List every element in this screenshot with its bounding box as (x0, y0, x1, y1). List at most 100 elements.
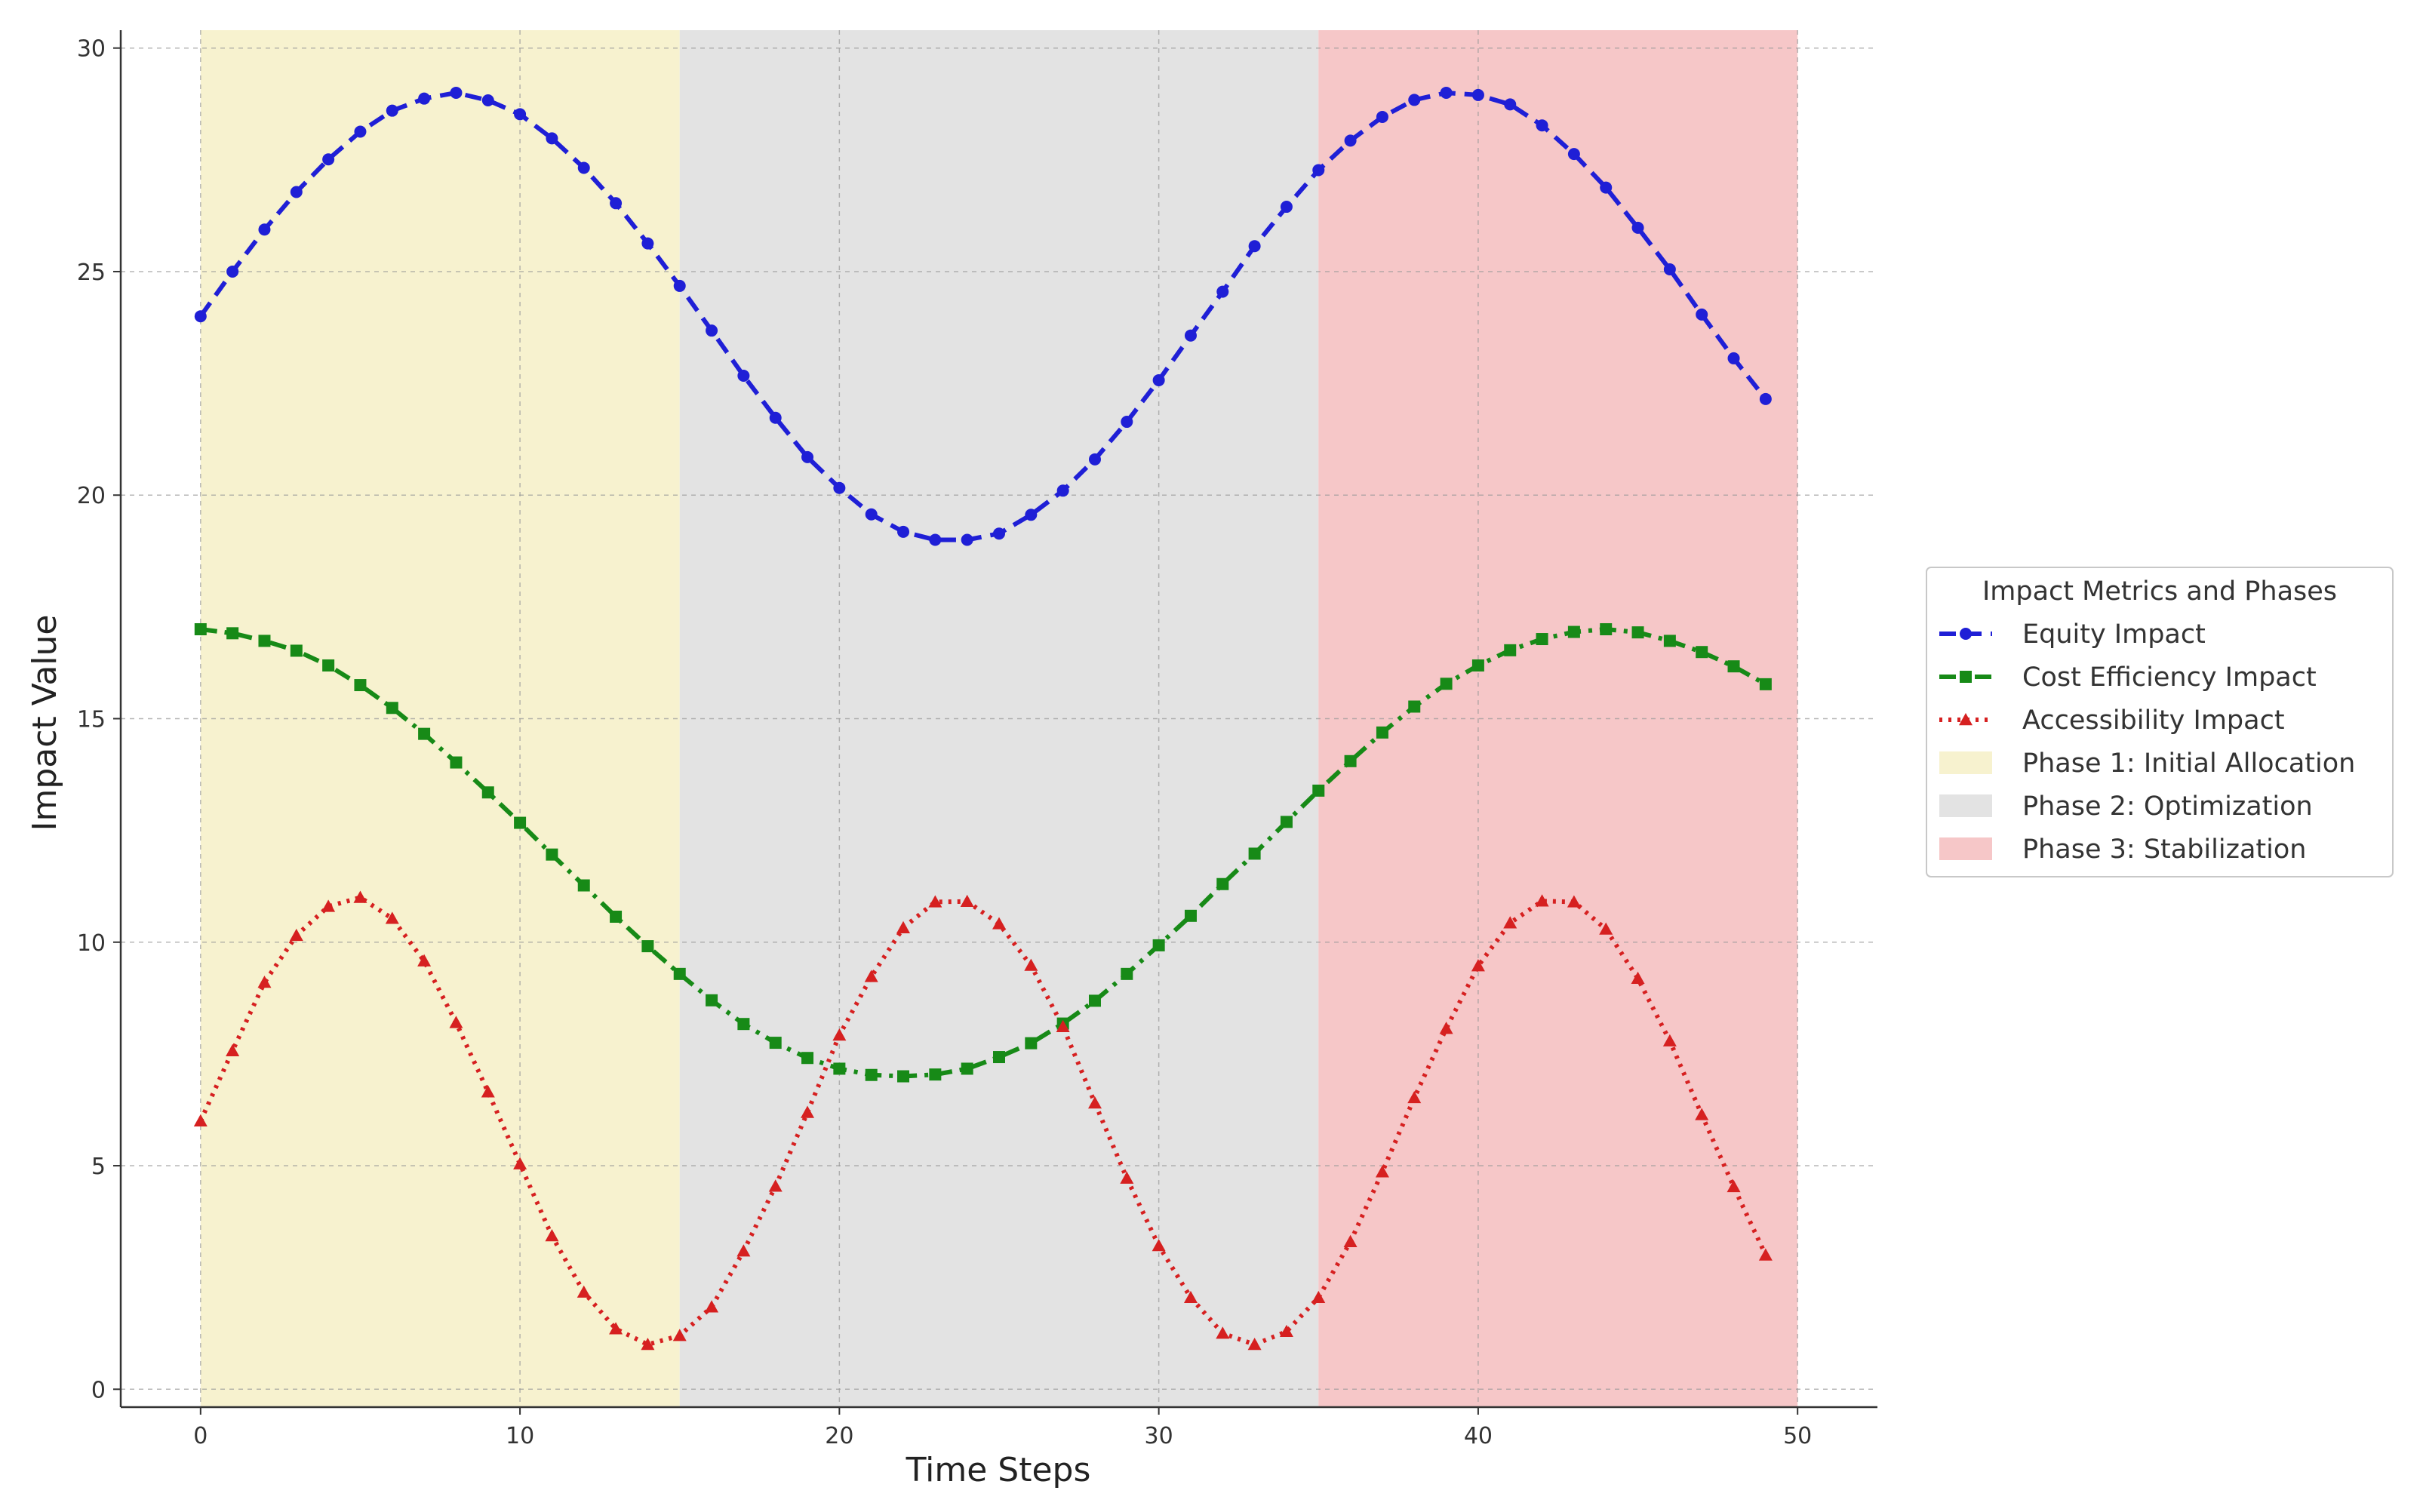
data-point-equity-impact (1696, 308, 1708, 321)
data-point-equity-impact (897, 525, 910, 538)
data-point-accessibility-impact (864, 970, 878, 982)
data-point-accessibility-impact (1695, 1108, 1709, 1120)
data-point-cost-efficiency-impact (1248, 847, 1261, 860)
data-point-cost-efficiency-impact (226, 627, 239, 640)
x-tick-label: 30 (1145, 1423, 1173, 1449)
data-point-equity-impact (1440, 86, 1453, 99)
data-point-accessibility-impact (1631, 971, 1645, 984)
x-tick-label: 0 (193, 1423, 208, 1449)
data-point-accessibility-impact (257, 976, 272, 988)
data-point-cost-efficiency-impact (769, 1037, 782, 1049)
data-point-accessibility-impact (1727, 1179, 1741, 1193)
data-point-equity-impact (1376, 110, 1388, 123)
legend-label-phase-1-initial-allocation: Phase 1: Initial Allocation (2022, 748, 2355, 779)
data-point-equity-impact (801, 450, 814, 463)
data-point-equity-impact (706, 324, 718, 337)
data-point-equity-impact (1088, 453, 1101, 466)
data-point-equity-impact (577, 161, 590, 174)
data-point-accessibility-impact (1535, 894, 1549, 907)
legend: Impact Metrics and Phases Equity Impact C… (1926, 567, 2394, 877)
legend-marker-equity-impact (1960, 628, 1972, 640)
data-point-accessibility-impact (705, 1300, 719, 1313)
data-point-accessibility-impact (513, 1157, 527, 1169)
legend-items: Equity Impact Cost Efficiency Impact Acces… (1939, 619, 2355, 865)
data-point-cost-efficiency-impact (1121, 967, 1133, 980)
data-point-equity-impact (673, 279, 686, 292)
data-point-cost-efficiency-impact (1631, 626, 1644, 639)
data-point-equity-impact (1759, 392, 1772, 405)
data-point-accessibility-impact (832, 1028, 847, 1041)
data-point-accessibility-impact (641, 1338, 655, 1351)
data-point-accessibility-impact (577, 1285, 591, 1298)
data-point-equity-impact (1248, 240, 1261, 253)
data-point-cost-efficiency-impact (1663, 635, 1676, 647)
data-point-equity-impact (737, 370, 750, 383)
legend-swatch-phase-1-initial-allocation (1939, 751, 1992, 774)
data-point-accessibility-impact (992, 917, 1006, 930)
data-point-cost-efficiency-impact (1504, 644, 1517, 656)
data-point-equity-impact (1567, 148, 1580, 161)
data-point-equity-impact (1152, 373, 1165, 386)
data-point-cost-efficiency-impact (673, 967, 686, 980)
data-point-cost-efficiency-impact (258, 635, 271, 647)
series-line-accessibility-impact (198, 895, 1768, 1347)
data-point-cost-efficiency-impact (737, 1018, 750, 1031)
data-point-equity-impact (865, 508, 878, 521)
data-point-accessibility-impact (481, 1085, 495, 1098)
data-point-equity-impact (1280, 201, 1293, 214)
data-point-cost-efficiency-impact (1088, 994, 1101, 1007)
data-point-cost-efficiency-impact (1536, 633, 1548, 646)
legend-label-phase-3-stabilization: Phase 3: Stabilization (2022, 834, 2306, 865)
data-point-equity-impact (322, 153, 335, 166)
y-tick-label: 0 (91, 1377, 106, 1403)
data-point-cost-efficiency-impact (450, 756, 463, 769)
legend-label-cost-efficiency-impact: Cost Efficiency Impact (2022, 662, 2317, 693)
data-point-accessibility-impact (1247, 1338, 1262, 1351)
y-tick-label: 10 (77, 930, 106, 957)
data-point-equity-impact (929, 533, 942, 546)
data-point-equity-impact (1663, 263, 1676, 276)
data-point-equity-impact (641, 237, 654, 250)
data-point-accessibility-impact (1407, 1090, 1422, 1104)
data-point-cost-efficiency-impact (1567, 625, 1580, 638)
x-tick-label: 40 (1464, 1423, 1493, 1449)
data-point-accessibility-impact (672, 1329, 687, 1341)
data-point-accessibility-impact (226, 1043, 240, 1056)
legend-swatch-phase-3-stabilization (1939, 837, 1992, 860)
x-tick-label: 20 (825, 1423, 853, 1449)
data-point-cost-efficiency-impact (1600, 622, 1613, 635)
x-axis-title: Time Steps (906, 1451, 1091, 1489)
data-point-equity-impact (226, 265, 239, 278)
data-point-accessibility-impact (736, 1244, 751, 1257)
legend-label-phase-2-optimization: Phase 2: Optimization (2022, 791, 2313, 822)
data-point-cost-efficiency-impact (929, 1068, 942, 1081)
data-point-accessibility-impact (1758, 1248, 1773, 1261)
data-point-cost-efficiency-impact (1440, 678, 1453, 690)
data-point-equity-impact (258, 223, 271, 236)
y-tick-label: 20 (77, 483, 106, 509)
data-point-equity-impact (354, 125, 367, 138)
data-point-equity-impact (450, 86, 463, 99)
tick-labels: 0 10 20 30 40 50 0 5 10 15 20 25 30 (77, 36, 1812, 1449)
data-point-cost-efficiency-impact (1312, 784, 1325, 797)
data-point-cost-efficiency-impact (993, 1051, 1005, 1064)
data-point-accessibility-impact (1503, 916, 1517, 929)
data-point-cost-efficiency-impact (801, 1052, 814, 1065)
data-point-equity-impact (386, 104, 398, 117)
y-tick-label: 30 (77, 36, 106, 63)
data-point-accessibility-impact (1216, 1326, 1230, 1339)
data-point-accessibility-impact (321, 899, 336, 912)
data-point-cost-efficiency-impact (641, 940, 654, 953)
legend-swatch-phase-2-optimization (1939, 794, 1992, 817)
legend-marker-accessibility-impact (1959, 713, 1973, 726)
data-point-equity-impact (1121, 416, 1133, 429)
data-point-accessibility-impact (1567, 895, 1581, 908)
data-point-accessibility-impact (193, 1114, 208, 1126)
data-point-cost-efficiency-impact (1759, 678, 1772, 690)
data-point-equity-impact (1536, 119, 1548, 132)
data-point-equity-impact (1312, 164, 1325, 177)
data-point-equity-impact (418, 92, 431, 105)
data-point-cost-efficiency-impact (481, 786, 494, 799)
data-point-accessibility-impact (1599, 922, 1613, 935)
